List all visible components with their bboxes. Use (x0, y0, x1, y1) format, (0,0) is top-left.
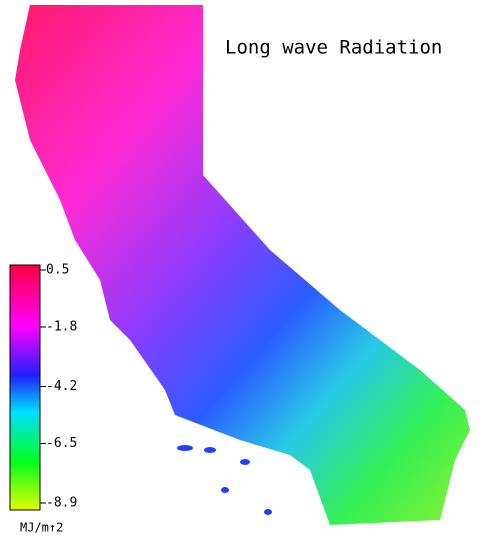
tick-label: -8.9 (46, 496, 77, 511)
colorbar-unit: MJ/m↑2 (20, 521, 63, 535)
map-title: Long wave Radiation (225, 37, 442, 59)
tick-label: -4.2 (46, 379, 77, 394)
colorbar (9, 264, 41, 511)
california (15, 5, 470, 525)
tick-label: -6.5 (46, 436, 77, 451)
tick-label: -1.8 (46, 320, 77, 335)
islands (177, 445, 272, 515)
tick-label: 0.5 (46, 263, 69, 278)
colorbar-ticks: 0.5 -1.8 -4.2 -6.5 -8.9 (40, 263, 77, 511)
